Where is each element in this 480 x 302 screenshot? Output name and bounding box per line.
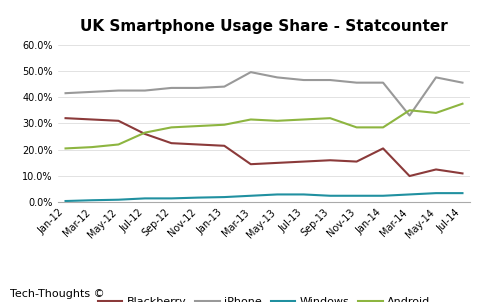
- Blackberry: [221, 144, 227, 148]
- Android: [168, 126, 174, 129]
- Title: UK Smartphone Usage Share - Statcounter: UK Smartphone Usage Share - Statcounter: [80, 19, 448, 34]
- Android: [248, 118, 253, 121]
- Windows: [354, 194, 360, 198]
- Windows: [142, 197, 148, 200]
- Windows: [275, 193, 280, 196]
- iPhone: [354, 81, 360, 85]
- Android: [433, 111, 439, 115]
- Blackberry: [327, 159, 333, 162]
- Line: Android: Android: [66, 104, 462, 148]
- Windows: [327, 194, 333, 198]
- iPhone: [63, 92, 69, 95]
- Line: iPhone: iPhone: [66, 72, 462, 116]
- Windows: [221, 195, 227, 199]
- Blackberry: [433, 168, 439, 171]
- iPhone: [248, 70, 253, 74]
- Line: Blackberry: Blackberry: [66, 118, 462, 176]
- Windows: [459, 191, 465, 195]
- Android: [354, 126, 360, 129]
- Android: [63, 146, 69, 150]
- Android: [380, 126, 386, 129]
- iPhone: [142, 89, 148, 92]
- iPhone: [327, 78, 333, 82]
- Windows: [116, 198, 121, 201]
- iPhone: [301, 78, 307, 82]
- Windows: [248, 194, 253, 198]
- Blackberry: [168, 141, 174, 145]
- Blackberry: [142, 132, 148, 136]
- Windows: [301, 193, 307, 196]
- Windows: [380, 194, 386, 198]
- Legend: Blackberry, iPhone, Windows, Android: Blackberry, iPhone, Windows, Android: [93, 293, 435, 302]
- iPhone: [407, 114, 412, 117]
- Android: [116, 143, 121, 146]
- iPhone: [275, 76, 280, 79]
- Android: [142, 131, 148, 134]
- Blackberry: [407, 174, 412, 178]
- Blackberry: [195, 143, 201, 146]
- iPhone: [195, 86, 201, 90]
- Blackberry: [301, 160, 307, 163]
- Blackberry: [380, 146, 386, 150]
- Android: [195, 124, 201, 128]
- Blackberry: [248, 162, 253, 166]
- Android: [327, 116, 333, 120]
- Windows: [89, 198, 95, 202]
- Blackberry: [116, 119, 121, 123]
- iPhone: [116, 89, 121, 92]
- iPhone: [221, 85, 227, 88]
- Blackberry: [354, 160, 360, 163]
- iPhone: [168, 86, 174, 90]
- Line: Windows: Windows: [66, 193, 462, 201]
- Android: [407, 108, 412, 112]
- Blackberry: [275, 161, 280, 165]
- iPhone: [89, 90, 95, 94]
- Android: [459, 102, 465, 105]
- Text: Tech-Thoughts ©: Tech-Thoughts ©: [10, 289, 104, 299]
- iPhone: [380, 81, 386, 85]
- Blackberry: [459, 172, 465, 175]
- Windows: [63, 199, 69, 203]
- Android: [301, 118, 307, 121]
- Android: [275, 119, 280, 123]
- iPhone: [433, 76, 439, 79]
- Blackberry: [89, 118, 95, 121]
- Android: [221, 123, 227, 127]
- Windows: [407, 193, 412, 196]
- Windows: [433, 191, 439, 195]
- Blackberry: [63, 116, 69, 120]
- Android: [89, 145, 95, 149]
- Windows: [195, 196, 201, 199]
- Windows: [168, 197, 174, 200]
- iPhone: [459, 81, 465, 85]
